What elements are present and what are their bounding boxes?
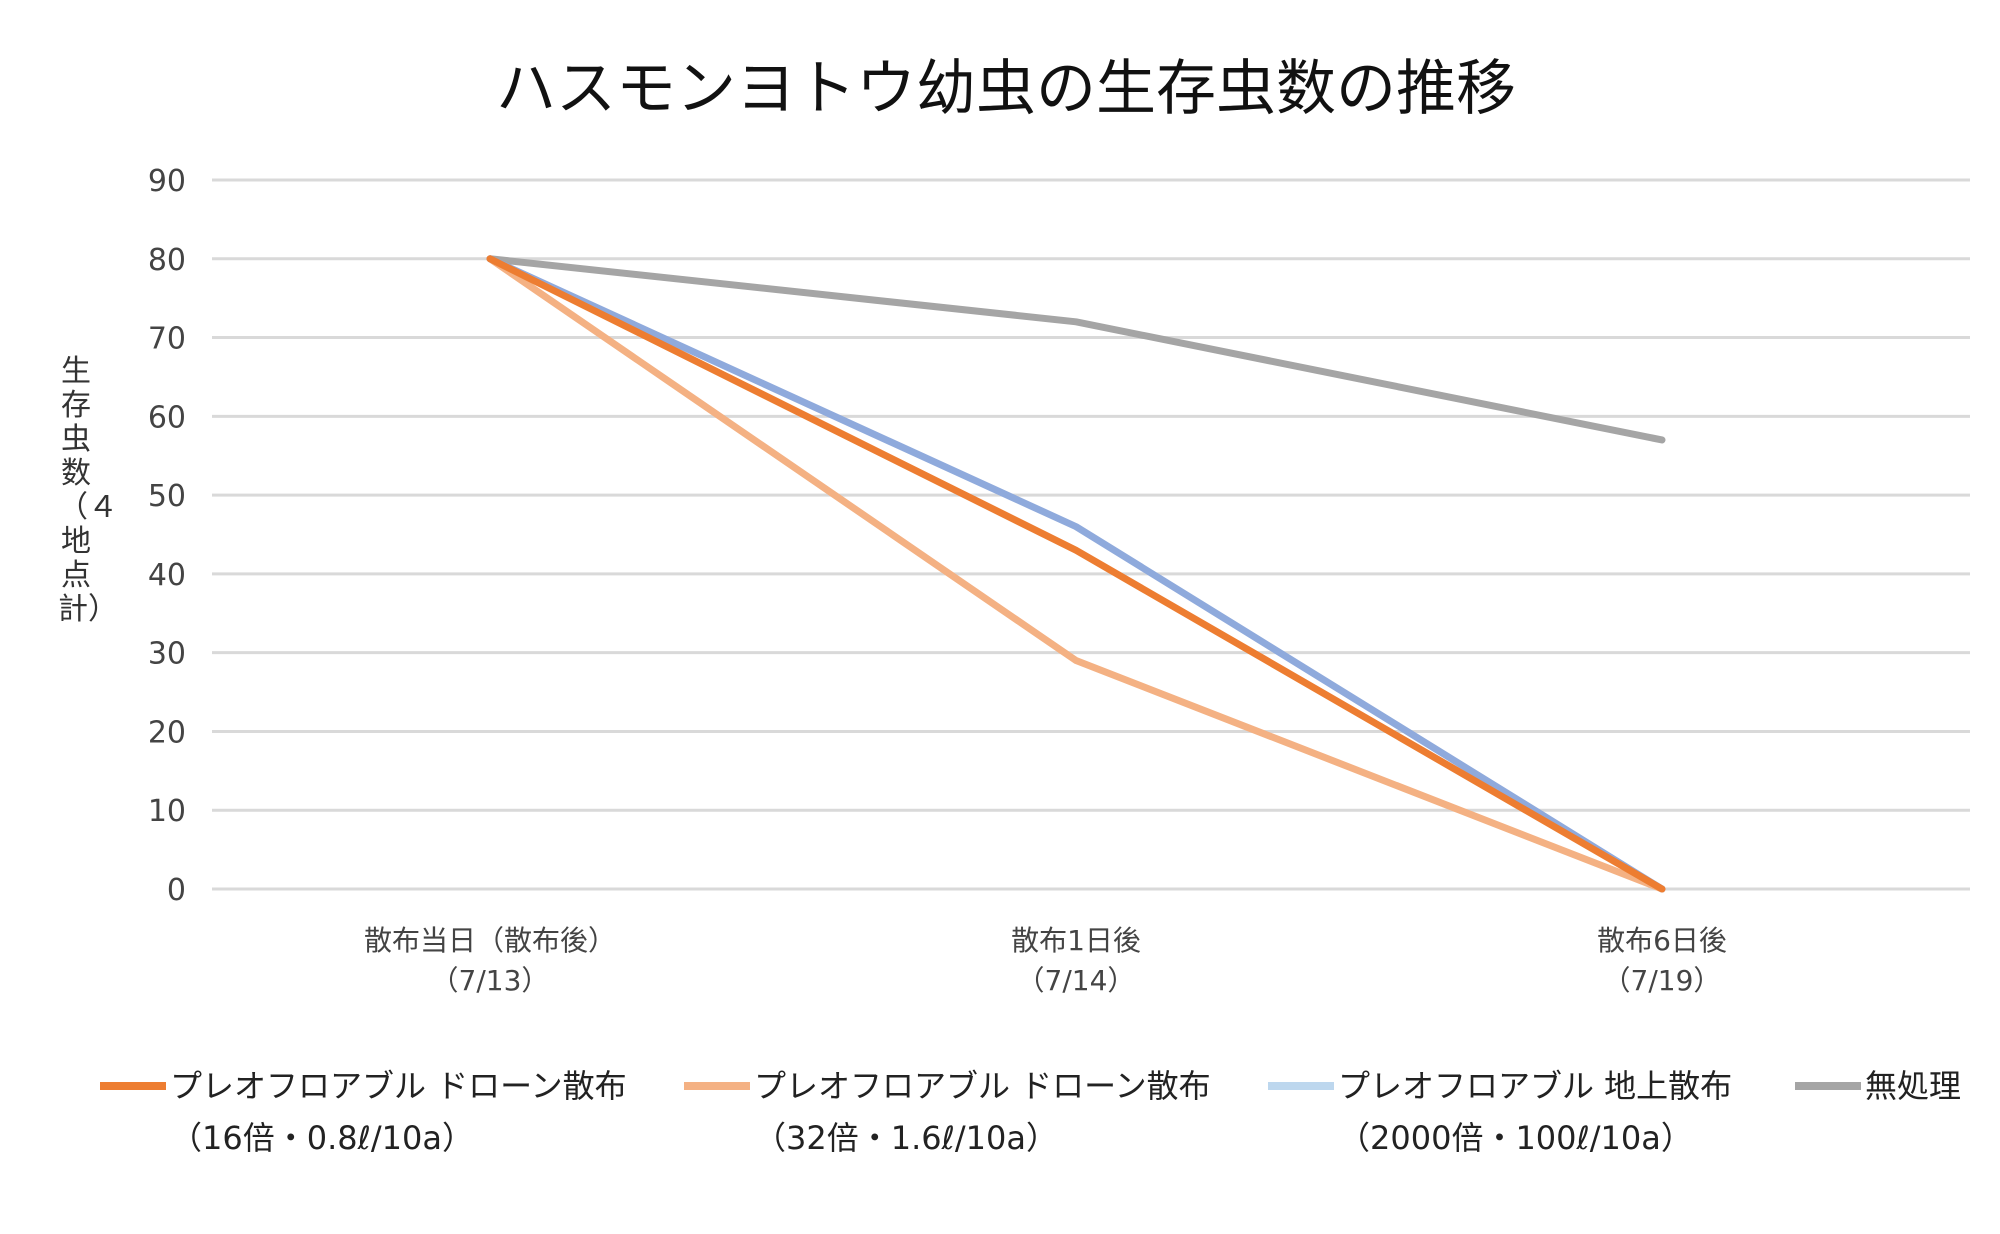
legend-swatch [1268,1082,1334,1090]
legend-item-0[interactable]: プレオフロアブル ドローン散布 （16倍・0.8ℓ/10a） [100,1060,627,1164]
x-tick-label: 散布6日後 [1597,924,1727,957]
x-tick-sublabel: （7/19） [1603,964,1722,997]
legend-swatch [100,1082,166,1090]
y-tick-label: 20 [148,715,186,750]
legend-label: プレオフロアブル 地上散布 [1338,1067,1733,1105]
series-line-0 [486,255,1666,893]
series-line-3 [486,255,1666,444]
x-tick-label: 散布1日後 [1011,924,1141,957]
x-tick-label: 散布当日（散布後） [364,924,616,957]
chart-title: ハスモンヨトウ幼虫の生存虫数の推移 [496,54,1516,124]
legend-swatch [684,1082,750,1090]
legend-label: プレオフロアブル ドローン散布 [754,1067,1211,1105]
legend-item-1[interactable]: プレオフロアブル ドローン散布 （32倍・1.6ℓ/10a） [684,1060,1211,1164]
y-tick-label: 0 [167,873,186,908]
y-tick-label: 30 [148,637,186,672]
y-tick-label: 80 [148,243,186,278]
legend-swatch [1795,1082,1861,1090]
y-tick-label: 70 [148,322,186,357]
x-tick-sublabel: （7/14） [1017,964,1136,997]
series-line-2 [486,255,1666,893]
y-tick-label: 90 [148,164,186,199]
legend-item-3[interactable]: 無処理 [1795,1060,1961,1112]
legend-label: 無処理 [1865,1067,1962,1105]
legend-sublabel: （2000倍・100ℓ/10a） [1338,1119,1693,1157]
legend-sublabel: （32倍・1.6ℓ/10a） [754,1119,1058,1157]
legend-label: プレオフロアブル ドローン散布 [170,1067,627,1105]
y-tick-label: 40 [148,558,186,593]
legend-sublabel: （16倍・0.8ℓ/10a） [170,1119,474,1157]
y-tick-label: 50 [148,479,186,514]
x-tick-sublabel: （7/13） [431,964,550,997]
legend-item-2[interactable]: プレオフロアブル 地上散布 （2000倍・100ℓ/10a） [1268,1060,1732,1164]
y-tick-label: 60 [148,400,186,435]
series-line-1 [486,255,1666,893]
y-tick-label: 10 [148,794,186,829]
